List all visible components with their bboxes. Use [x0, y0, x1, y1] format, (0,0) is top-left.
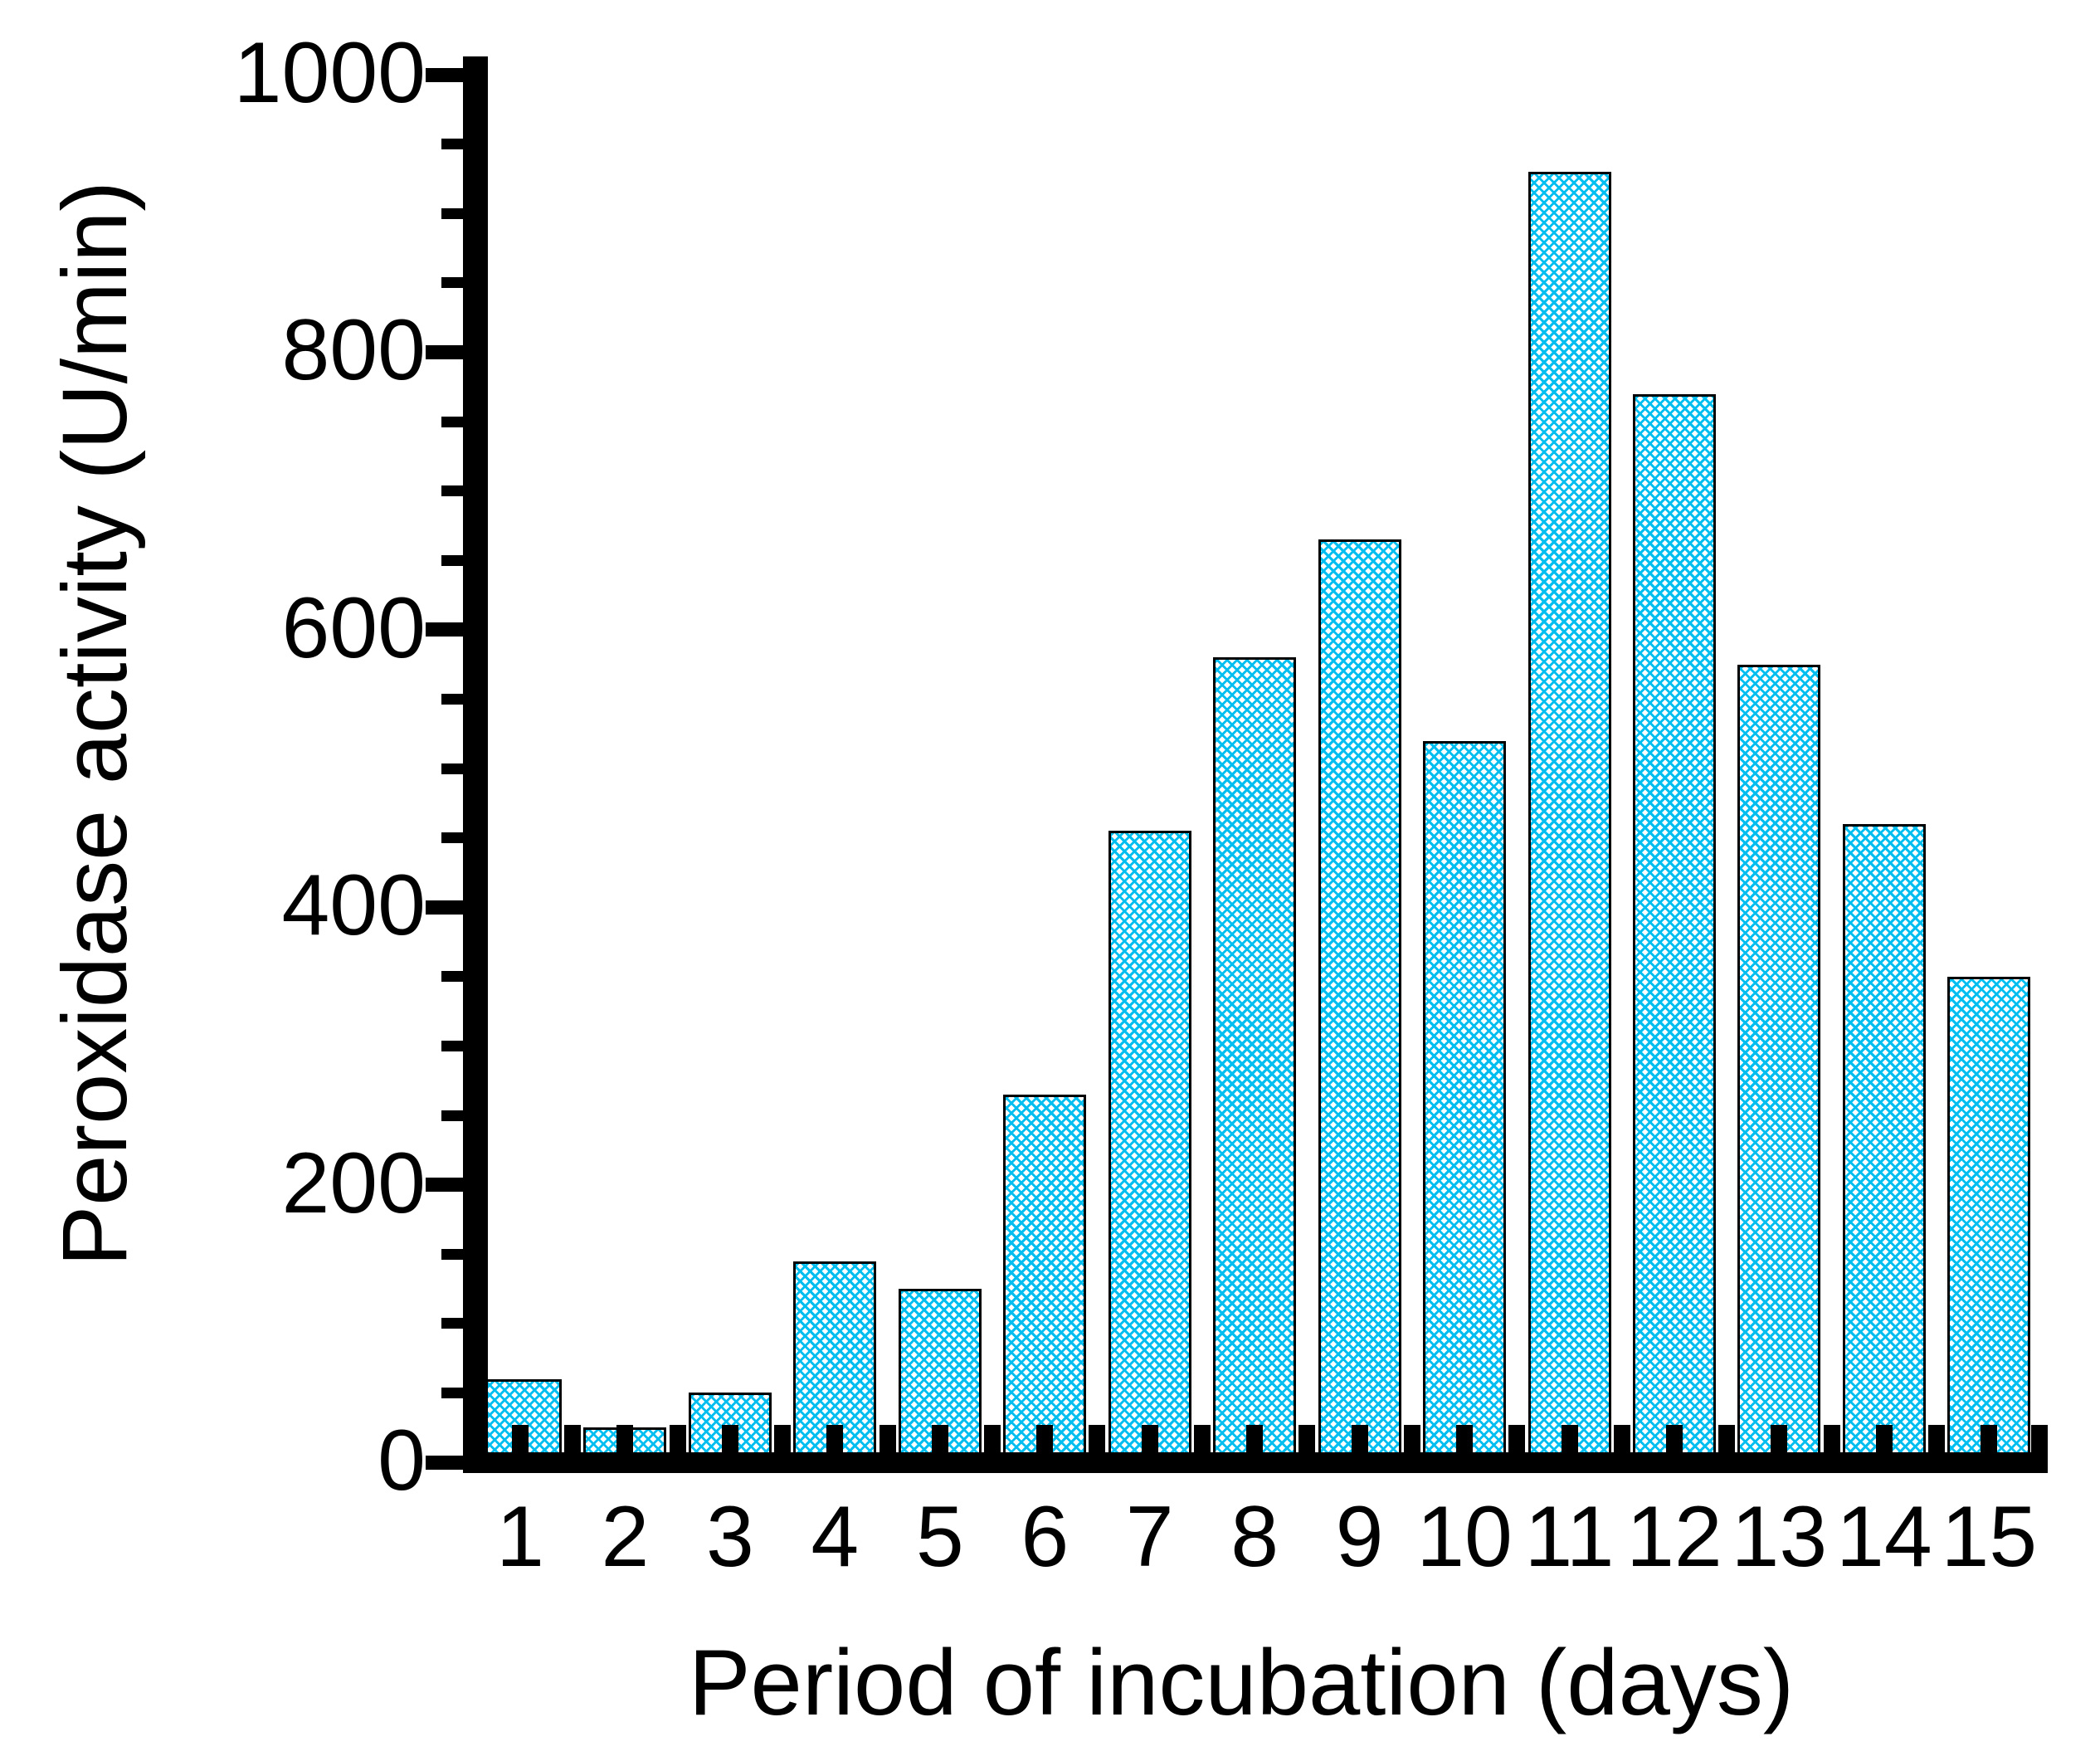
x-tick-label: 6 — [1021, 1489, 1069, 1585]
x-tick-label: 9 — [1335, 1489, 1384, 1585]
y-tick-label: 600 — [281, 579, 426, 676]
y-minor-tick — [441, 485, 463, 497]
x-minor-tick — [1403, 1425, 1420, 1452]
y-minor-tick — [441, 693, 463, 705]
y-minor-tick — [441, 1318, 463, 1329]
y-major-tick — [426, 900, 463, 915]
bar — [898, 1289, 982, 1461]
y-minor-tick — [441, 1110, 463, 1121]
x-tick-label: 7 — [1125, 1489, 1174, 1585]
bar — [1423, 740, 1507, 1461]
x-major-tick — [931, 1425, 948, 1452]
y-minor-tick — [441, 1040, 463, 1051]
x-major-tick — [721, 1425, 738, 1452]
x-major-tick — [1981, 1425, 1998, 1452]
x-major-tick — [1141, 1425, 1158, 1452]
bar — [1003, 1094, 1087, 1461]
x-major-tick — [1665, 1425, 1683, 1452]
x-tick-label: 10 — [1416, 1489, 1513, 1585]
y-axis-title: Peroxidase activity (U/min) — [44, 180, 146, 1267]
y-major-tick — [426, 344, 463, 359]
x-minor-tick — [1613, 1425, 1630, 1452]
y-minor-tick — [441, 207, 463, 219]
y-minor-tick — [441, 1387, 463, 1398]
x-axis-line — [463, 1452, 2048, 1473]
x-major-tick — [616, 1425, 634, 1452]
y-major-tick — [426, 67, 463, 82]
x-major-tick — [512, 1425, 529, 1452]
x-minor-tick — [1089, 1425, 1106, 1452]
x-minor-tick — [1508, 1425, 1526, 1452]
y-tick-label: 800 — [281, 302, 426, 399]
bar — [1213, 657, 1297, 1461]
x-tick-label: 8 — [1230, 1489, 1279, 1585]
x-tick-label: 1 — [496, 1489, 544, 1585]
x-minor-tick — [984, 1425, 1001, 1452]
x-tick-label: 3 — [705, 1489, 754, 1585]
x-minor-tick — [1193, 1425, 1211, 1452]
bar — [1947, 976, 2031, 1461]
y-minor-tick — [441, 832, 463, 844]
bar — [1842, 823, 1926, 1461]
x-minor-tick — [879, 1425, 896, 1452]
y-minor-tick — [441, 416, 463, 427]
x-minor-tick — [2031, 1425, 2048, 1452]
x-major-tick — [826, 1425, 844, 1452]
y-minor-tick — [441, 1248, 463, 1260]
y-minor-tick — [441, 971, 463, 983]
y-axis-line — [463, 56, 488, 1473]
y-major-tick — [426, 622, 463, 637]
x-minor-tick — [1718, 1425, 1736, 1452]
x-minor-tick — [1823, 1425, 1840, 1452]
y-minor-tick — [441, 139, 463, 150]
x-axis-title: Period of incubation (days) — [688, 1631, 1795, 1734]
x-major-tick — [1456, 1425, 1474, 1452]
y-major-tick — [426, 1178, 463, 1193]
bar — [1108, 831, 1191, 1461]
x-tick-label: 12 — [1626, 1489, 1722, 1585]
x-tick-label: 11 — [1524, 1489, 1615, 1585]
bar — [1632, 393, 1716, 1461]
y-minor-tick — [441, 554, 463, 566]
x-minor-tick — [774, 1425, 792, 1452]
bar — [1737, 664, 1821, 1461]
x-tick-label: 2 — [601, 1489, 650, 1585]
x-major-tick — [1561, 1425, 1578, 1452]
y-tick-label: 0 — [378, 1412, 426, 1509]
x-tick-label: 5 — [915, 1489, 964, 1585]
x-major-tick — [1351, 1425, 1368, 1452]
x-tick-label: 4 — [811, 1489, 860, 1585]
x-tick-label: 13 — [1731, 1489, 1828, 1585]
bar — [1318, 539, 1401, 1461]
x-major-tick — [1875, 1425, 1893, 1452]
x-minor-tick — [669, 1425, 686, 1452]
y-tick-label: 200 — [281, 1134, 426, 1232]
x-minor-tick — [1298, 1425, 1316, 1452]
y-minor-tick — [441, 277, 463, 289]
y-minor-tick — [441, 763, 463, 774]
x-major-tick — [1036, 1425, 1054, 1452]
bar — [1527, 172, 1611, 1461]
y-tick-label: 1000 — [233, 24, 426, 121]
x-major-tick — [1771, 1425, 1788, 1452]
x-minor-tick — [1928, 1425, 1946, 1452]
y-tick-label: 400 — [281, 857, 426, 954]
x-major-tick — [1246, 1425, 1264, 1452]
bar — [479, 1378, 562, 1461]
x-tick-label: 15 — [1941, 1489, 2038, 1585]
x-minor-tick — [564, 1425, 582, 1452]
y-major-tick — [426, 1455, 463, 1470]
x-tick-label: 14 — [1836, 1489, 1932, 1585]
